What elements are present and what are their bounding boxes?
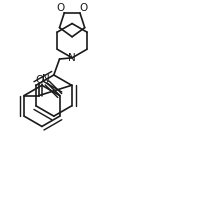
Text: N: N <box>42 74 50 84</box>
Text: N: N <box>68 53 76 63</box>
Text: O: O <box>36 75 44 85</box>
Text: O: O <box>79 3 87 13</box>
Text: O: O <box>57 3 65 13</box>
